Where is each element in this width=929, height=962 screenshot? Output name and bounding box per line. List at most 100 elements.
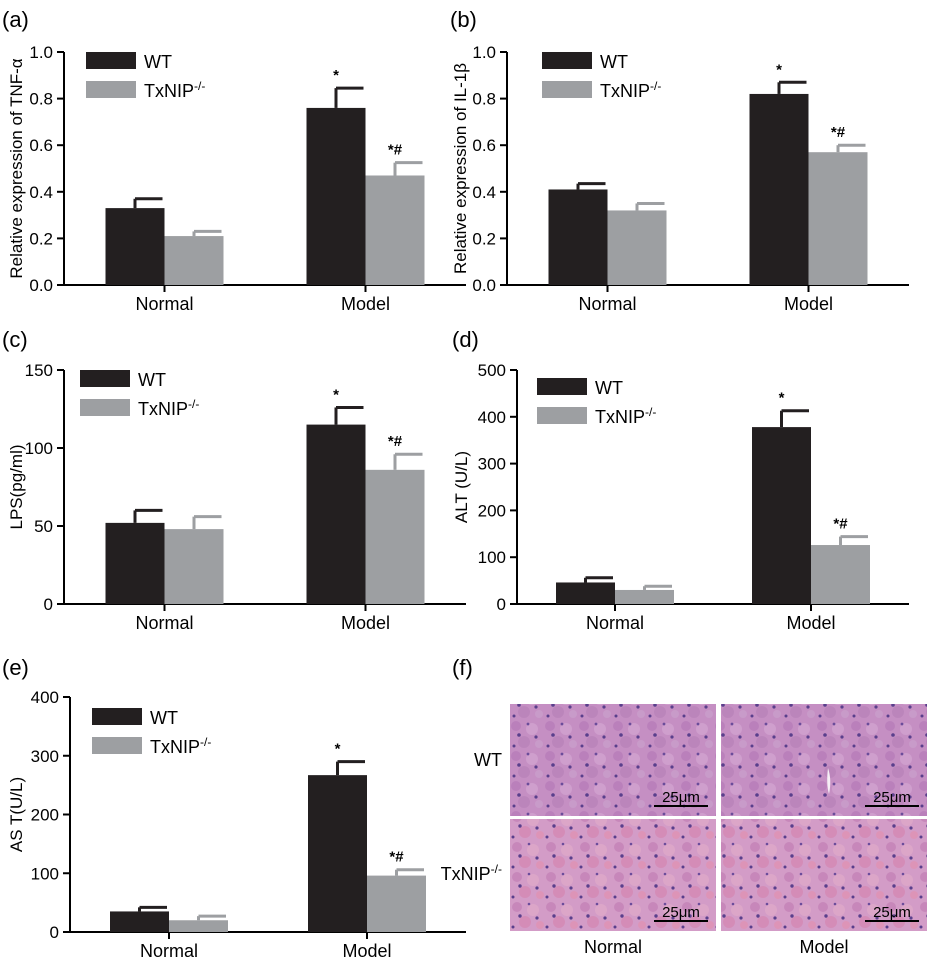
y-axis-label: AS T(U/L) <box>7 777 26 852</box>
legend-label-main: TxNIP <box>138 399 188 419</box>
y-tick-label: 0.8 <box>29 90 53 109</box>
y-tick-label: 100 <box>478 548 506 567</box>
legend-label-superscript: -/- <box>645 405 656 419</box>
y-tick-label: 0.0 <box>472 276 496 295</box>
bar-txnip-normal <box>169 920 228 932</box>
legend-swatch-txnip <box>80 399 130 416</box>
y-axis-label: LPS(pg/ml) <box>7 444 26 529</box>
significance-annotation: *# <box>831 124 846 141</box>
y-tick-label: 500 <box>478 361 506 380</box>
y-tick-label: 100 <box>25 439 53 458</box>
bar-txnip-normal <box>164 529 224 604</box>
legend-swatch-txnip <box>537 407 587 424</box>
histology-image-wt-model <box>721 704 927 816</box>
y-tick-label: 0 <box>497 595 506 614</box>
scale-bar-label: 25μm <box>873 789 911 806</box>
bar-wt-model <box>749 93 809 285</box>
histology-image-txnip-model <box>721 819 927 931</box>
panel-label: (a) <box>2 7 29 32</box>
legend-swatch-wt <box>80 370 130 387</box>
row-label-superscript: -/- <box>491 862 502 876</box>
legend-swatch-wt <box>86 52 136 69</box>
legend-label-main: WT <box>138 370 166 390</box>
y-tick-label: 200 <box>478 501 506 520</box>
y-tick-label: 0.4 <box>472 183 496 202</box>
panel-label: (f) <box>452 655 473 680</box>
scale-bar-label: 25μm <box>873 904 911 921</box>
bar-wt-model <box>306 424 366 604</box>
row-label-main: WT <box>474 750 502 770</box>
legend-label: WT <box>600 52 628 72</box>
y-tick-label: 50 <box>34 517 53 536</box>
legend-swatch-txnip <box>86 81 136 98</box>
panel-label: (b) <box>450 7 477 32</box>
legend-label-main: WT <box>150 708 178 728</box>
legend-swatch-wt <box>92 708 142 725</box>
legend-label-main: TxNIP <box>144 81 194 101</box>
significance-annotation: *# <box>388 142 403 159</box>
y-tick-label: 1.0 <box>472 43 496 62</box>
y-tick-label: 400 <box>478 408 506 427</box>
legend-label-main: TxNIP <box>150 737 200 757</box>
legend-label-superscript: -/- <box>194 79 205 93</box>
significance-annotation: * <box>333 386 339 403</box>
y-tick-label: 0.8 <box>472 90 496 109</box>
legend-swatch-txnip <box>542 81 592 98</box>
y-tick-label: 0.0 <box>29 276 53 295</box>
x-tick-label: Model <box>786 613 835 633</box>
y-tick-label: 100 <box>31 864 59 883</box>
bar-wt-normal <box>548 189 608 285</box>
legend-swatch-wt <box>542 52 592 69</box>
bar-txnip-model <box>365 175 425 285</box>
bar-txnip-model <box>811 545 870 604</box>
bar-wt-normal <box>110 911 169 932</box>
bar-txnip-model <box>365 469 425 604</box>
significance-annotation: * <box>776 61 782 78</box>
histology-image-wt-normal <box>510 704 716 816</box>
bar-txnip-model <box>808 152 868 285</box>
x-tick-label: Normal <box>578 294 636 314</box>
legend-label: WT <box>138 370 166 390</box>
bar-txnip-normal <box>164 236 224 285</box>
histology-row-label: TxNIP-/- <box>441 862 502 884</box>
legend-label: WT <box>144 52 172 72</box>
x-tick-label: Normal <box>140 941 198 961</box>
chart-panel-e: (e) 0 100 200 300 400 AS T(U/L) Normal Model * *# W… <box>2 655 466 961</box>
histology-column-label: Model <box>799 937 848 957</box>
y-tick-label: 0 <box>50 923 59 942</box>
x-tick-label: Model <box>341 294 390 314</box>
y-tick-label: 0.2 <box>29 229 53 248</box>
legend-label-main: TxNIP <box>595 407 645 427</box>
y-tick-label: 0.2 <box>472 229 496 248</box>
scale-bar-label: 25μm <box>662 904 700 921</box>
bar-txnip-normal <box>607 210 667 285</box>
legend-label-main: TxNIP <box>600 81 650 101</box>
x-tick-label: Normal <box>586 613 644 633</box>
bar-wt-normal <box>556 582 615 604</box>
row-label-main: TxNIP <box>441 864 491 884</box>
y-tick-label: 300 <box>478 455 506 474</box>
bar-txnip-model <box>367 875 426 932</box>
y-tick-label: 150 <box>25 361 53 380</box>
chart-panel-d: (d) 0 100 200 300 400 500 ALT (U/L) Normal Model *… <box>452 327 909 633</box>
legend-label: WT <box>150 708 178 728</box>
y-axis-label: Relative expression of TNF-α <box>7 58 26 278</box>
histology-column-label: Normal <box>584 937 642 957</box>
legend-label: TxNIP-/- <box>138 397 199 419</box>
bar-wt-model <box>752 427 811 604</box>
x-tick-label: Normal <box>135 294 193 314</box>
significance-annotation: *# <box>389 849 404 866</box>
legend-swatch-wt <box>537 378 587 395</box>
x-tick-label: Model <box>342 941 391 961</box>
legend-label-main: WT <box>144 52 172 72</box>
panel-label: (d) <box>452 327 479 352</box>
histology-row-label: WT <box>474 750 502 770</box>
vessel-lumen <box>827 768 831 794</box>
legend-swatch-txnip <box>92 737 142 754</box>
bar-wt-normal <box>105 208 165 285</box>
y-tick-label: 200 <box>31 806 59 825</box>
y-axis-label: ALT (U/L) <box>452 451 471 523</box>
